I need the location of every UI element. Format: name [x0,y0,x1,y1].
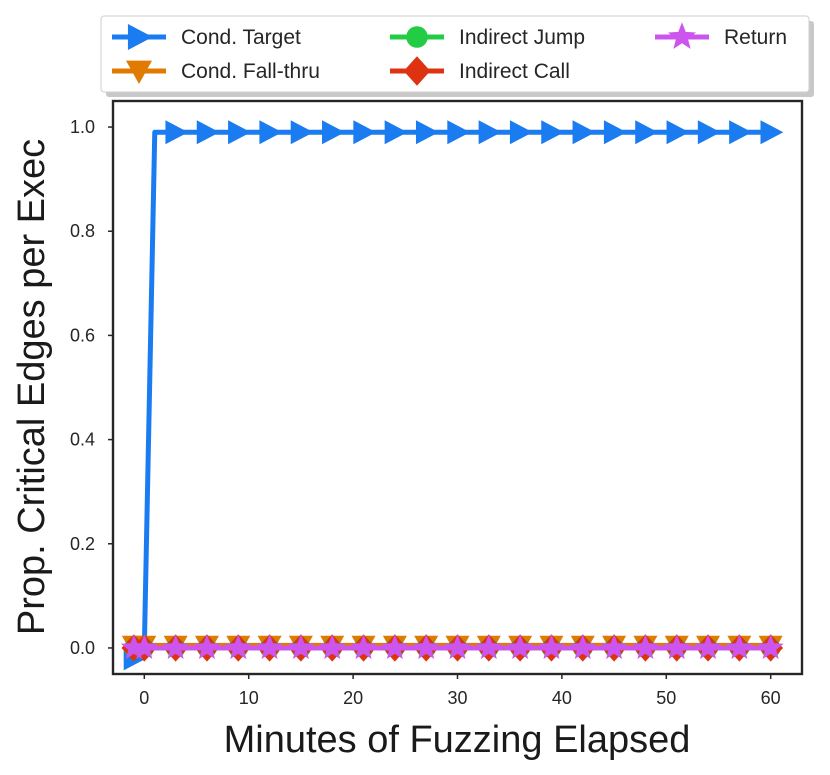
x-tick-label: 60 [761,688,781,708]
data-point [447,120,471,145]
data-point [225,634,252,659]
data-point [193,634,220,659]
data-point [760,120,784,145]
data-point [475,634,502,659]
data-point [541,120,565,145]
legend-label: Return [724,26,787,49]
x-axis-title: Minutes of Fuzzing Elapsed [224,719,691,761]
legend-marker [126,60,152,84]
data-point [478,120,502,145]
data-point [729,120,752,145]
data-point [509,120,533,145]
data-point [663,634,690,659]
data-point [697,120,721,145]
data-point [695,634,722,659]
data-point [635,120,659,145]
data-point [319,634,346,659]
plot-frame [111,99,804,676]
y-tick-label: 0.4 [70,430,95,450]
x-tick-label: 50 [656,688,676,708]
data-point [757,634,784,659]
legend: Cond. Target Cond. Fall-thru Indirect Jump… [100,15,814,97]
axis-ticks: 0 10 20 30 40 50 60 0.0 0.2 0.4 0.6 0.8 1.0 [70,117,781,708]
legend-marker [406,26,428,48]
data-point [601,634,628,659]
data-point [120,634,147,659]
y-tick-label: 0.0 [70,638,95,658]
y-axis-title: Prop. Critical Edges per Exec [11,139,53,635]
data-point [256,634,283,659]
data-point [381,634,408,659]
data-point [162,634,189,659]
legend-label: Cond. Fall-thru [181,60,320,83]
x-tick-label: 40 [552,688,572,708]
legend-label: Cond. Target [181,26,301,49]
data-point [666,120,690,145]
data-point [415,120,439,145]
series-cond-target [123,120,784,671]
x-tick-label: 0 [139,688,149,708]
data-point [444,634,471,659]
data-point [353,120,377,145]
data-point [726,634,753,659]
data-point [569,634,596,659]
y-tick-label: 0.8 [70,221,95,241]
data-point [287,634,314,659]
x-tick-label: 10 [239,688,259,708]
data-point [228,120,251,145]
data-point [196,120,220,145]
data-point [603,120,627,145]
legend-label: Indirect Call [459,60,570,83]
x-tick-label: 20 [343,688,363,708]
data-point [632,634,659,659]
legend-marker [668,22,696,49]
data-point [322,120,345,145]
series-return [120,634,784,659]
y-tick-label: 0.6 [70,325,95,345]
data-point [131,634,158,659]
legend-marker [127,24,153,50]
data-point [572,120,596,145]
series-line [132,129,771,661]
data-point [290,120,314,145]
legend-label: Indirect Jump [459,26,585,49]
data-point [507,634,534,659]
data-point [165,120,189,145]
data-point [384,120,408,145]
legend-box [100,15,810,93]
data-point [413,634,440,659]
data-point [259,120,283,145]
data-point [538,634,565,659]
data-point [350,634,377,659]
y-tick-label: 1.0 [70,117,95,137]
y-tick-label: 0.2 [70,534,95,554]
legend-marker [403,56,431,86]
plot-area [120,120,784,671]
x-tick-label: 30 [447,688,467,708]
